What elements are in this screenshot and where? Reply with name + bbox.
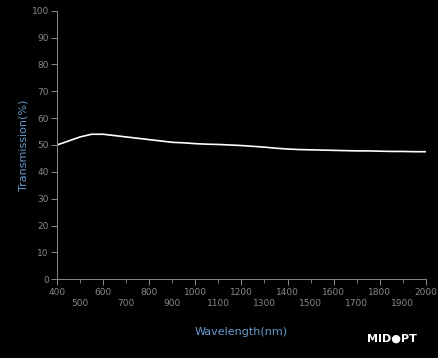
X-axis label: Wavelength(nm): Wavelength(nm) xyxy=(194,327,287,337)
Text: MID●PT: MID●PT xyxy=(366,334,416,344)
Y-axis label: Transmission(%): Transmission(%) xyxy=(19,99,28,191)
